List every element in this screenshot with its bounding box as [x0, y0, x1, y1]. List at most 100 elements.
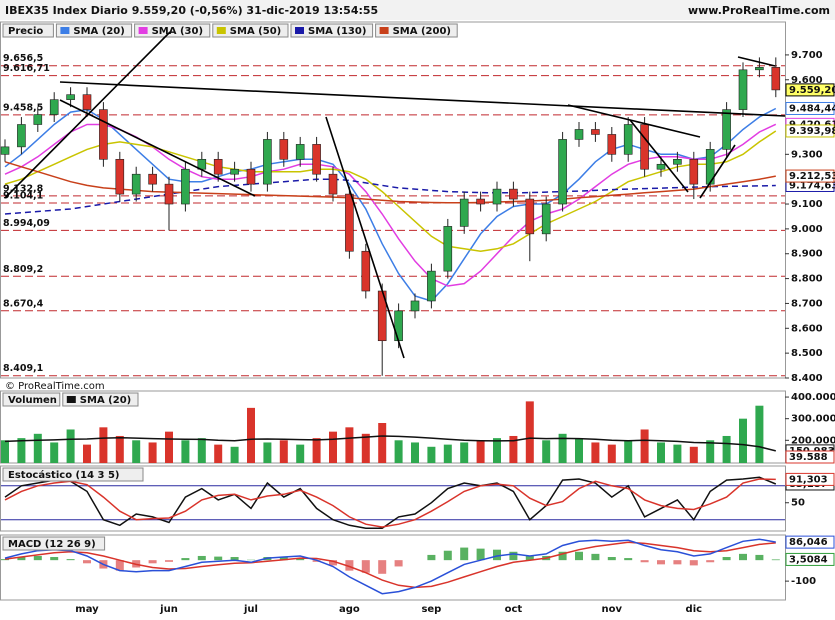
volume-bar [115, 435, 124, 463]
histogram-bar [575, 551, 583, 561]
series-line [4, 538, 776, 595]
value-box-label: 91,303 [789, 474, 828, 485]
volume-bar [66, 429, 75, 463]
legend-title: MACD (12 26 9) [8, 539, 96, 550]
value-box [785, 83, 835, 97]
level-label: 9.616,71 [3, 63, 50, 74]
candle-body [66, 94, 75, 100]
histogram-bar [673, 560, 682, 565]
x-tick-label: oct [505, 604, 523, 615]
x-tick-label: may [75, 604, 99, 615]
candle-body [279, 139, 289, 160]
value-box-label: 9.393,98 [789, 126, 835, 137]
y-tick-label: 8.700 [791, 298, 823, 309]
histogram-bar [591, 553, 600, 561]
volume-bar [214, 444, 223, 463]
legend-box [212, 23, 289, 38]
candle-body [623, 124, 633, 155]
legend-title: Volumen [8, 395, 57, 406]
histogram-bar [181, 558, 190, 561]
legend-box [2, 536, 106, 551]
volume-bar [394, 440, 403, 463]
histogram-bar [329, 560, 337, 566]
histogram-bar [165, 560, 173, 562]
volume-bar [640, 429, 649, 463]
candle-body [263, 139, 272, 185]
value-box [785, 124, 835, 138]
volume-bar [411, 442, 419, 463]
panel-frame [0, 21, 786, 379]
histogram-bar [493, 549, 501, 561]
trendline [737, 56, 776, 67]
candle-body [705, 149, 715, 185]
value-box-label: 9.174,63 [789, 180, 835, 191]
histogram-bar [509, 551, 518, 561]
histogram-bar [345, 560, 354, 571]
level-label: 9.132,8 [3, 183, 44, 194]
trendlines [4, 31, 786, 359]
histogram-bar [558, 551, 567, 561]
volume-bar [99, 427, 108, 463]
copyright: © ProRealTime.com [5, 381, 105, 392]
candle-body [427, 270, 436, 302]
candle-body [213, 158, 223, 175]
legend-swatch [138, 27, 148, 34]
histogram-bar [739, 553, 747, 561]
series-line [4, 130, 777, 253]
level-label: 8.409,1 [3, 363, 43, 374]
legend-label: SMA (200) [393, 26, 451, 37]
level-label: 8.809,2 [3, 264, 43, 275]
legend-swatch [216, 27, 226, 34]
x-tick-label: jul [243, 604, 258, 615]
histogram-bar [771, 559, 780, 561]
volume-bar [591, 442, 600, 463]
legend-box [62, 392, 139, 407]
volume-bar [181, 440, 190, 463]
volume-bar [296, 444, 305, 463]
candle-body [0, 146, 10, 155]
panel-frame [0, 465, 786, 532]
histogram-bar [755, 554, 764, 561]
value-box-label: 9.212,53 [789, 171, 835, 182]
y-tick-label: 200.000 [791, 435, 835, 446]
candle-body [295, 144, 305, 160]
candle-body [131, 173, 141, 195]
candle-body [607, 134, 617, 155]
volume-bar [575, 438, 583, 463]
volume-bar [279, 440, 288, 463]
histogram-bar [83, 560, 91, 564]
candle-body [738, 69, 748, 110]
candle-body [345, 193, 354, 252]
legend-label: SMA (20) [80, 395, 131, 406]
candle-body [394, 310, 403, 342]
histogram-bar [115, 560, 124, 571]
histogram-bar [394, 560, 403, 567]
y-tick-label: 8.600 [791, 323, 823, 334]
candle-body [82, 94, 92, 110]
legend-title: Precio [8, 26, 43, 37]
volume-bar [345, 427, 354, 463]
series-line [4, 478, 776, 528]
candle-body [673, 158, 682, 165]
x-tick-label: dic [686, 604, 703, 615]
trendline [4, 31, 171, 199]
volume-bar [624, 440, 633, 463]
legend-title: Estocástico (14 3 5) [8, 469, 119, 481]
trendline [567, 104, 701, 138]
histogram-bar [624, 558, 633, 561]
volume-bar [312, 438, 321, 463]
candle-body [689, 158, 699, 185]
candle-body [509, 188, 518, 200]
histogram-bar [1, 559, 9, 561]
y-tick-label: 9.700 [791, 50, 823, 61]
x-tick-label: sep [421, 604, 441, 615]
candle-body [164, 183, 174, 205]
candle-body [722, 109, 731, 150]
y-tick-label: 9.000 [791, 224, 823, 235]
volume-bar [263, 442, 272, 463]
y-tick-label: 50 [791, 498, 805, 509]
legend-box [2, 467, 144, 482]
y-tick-label: 8.500 [791, 348, 823, 359]
volume-bar [148, 442, 157, 463]
legend-swatch [60, 27, 70, 34]
